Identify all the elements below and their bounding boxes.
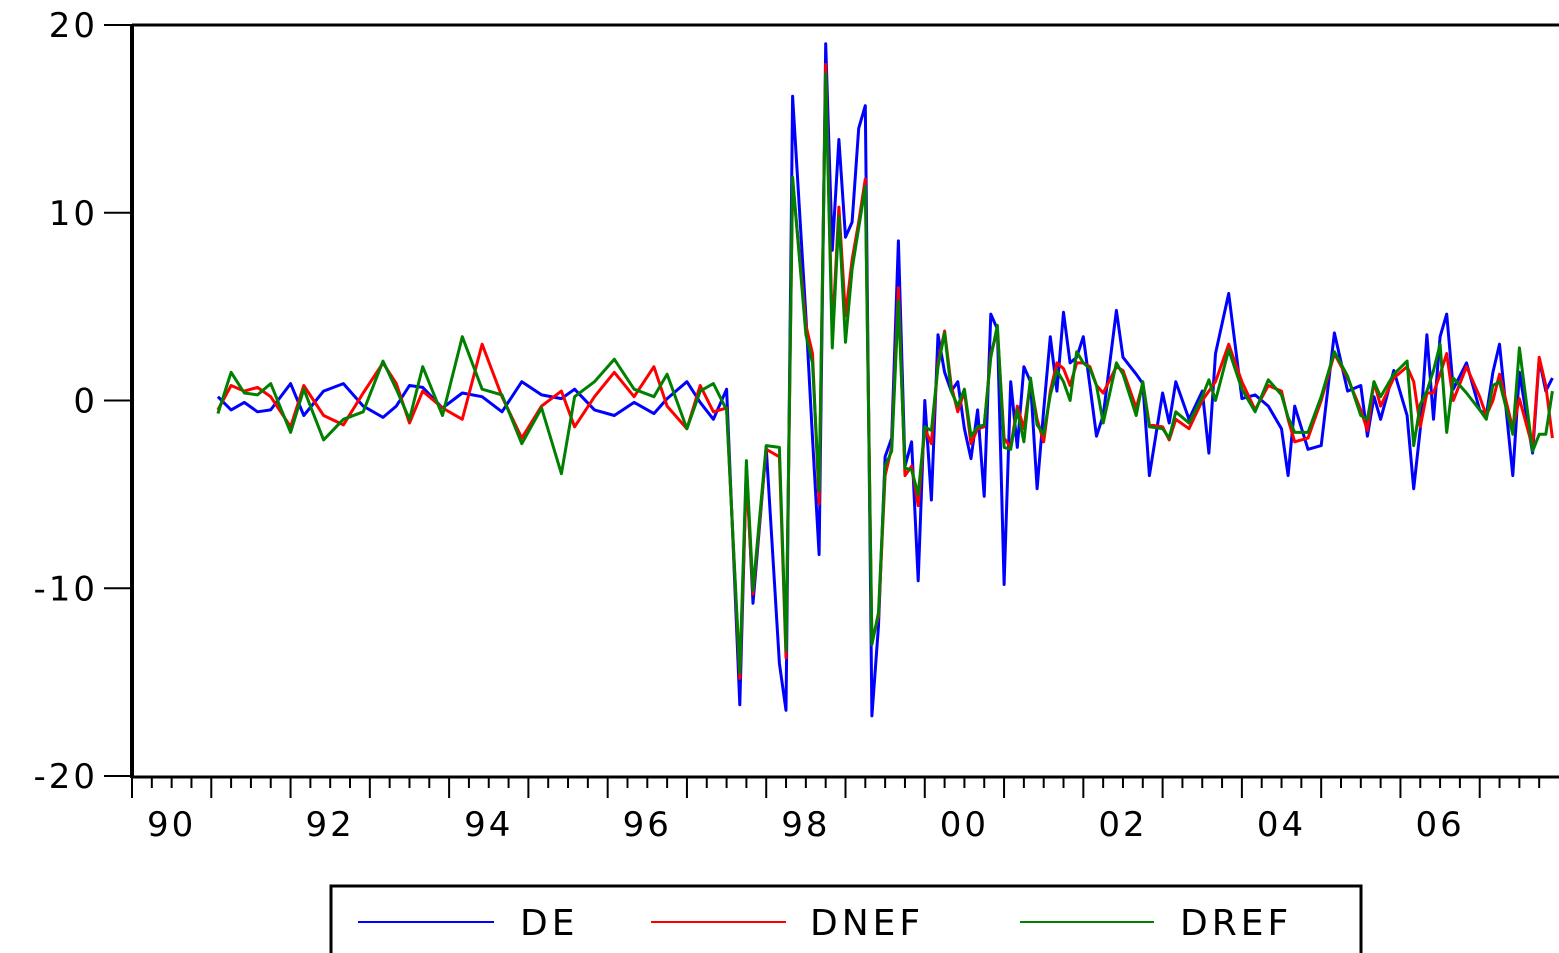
x-axis: 90 92 94 96 98 00 02 04 06 [131,776,1541,845]
series-line-dnef [216,62,1554,680]
series-layer [216,42,1554,718]
x-tick-label: 06 [1415,805,1464,845]
x-tick-label: 00 [940,805,989,845]
plot-frame [130,23,1559,779]
series-line-dref [216,72,1554,675]
legend-label-dnef: DNEF [810,903,924,944]
x-tick-label: 94 [464,805,513,845]
legend-label-dref: DREF [1180,903,1292,944]
y-tick-label: 10 [49,194,98,234]
x-tick-label: 04 [1257,805,1306,845]
y-tick-label: 20 [49,6,98,46]
x-tick-label: 02 [1098,805,1147,845]
legend-label-de: DE [520,903,578,944]
x-tick-label: 90 [147,805,196,845]
y-axis: 20 10 0 -10 -20 [33,6,132,797]
y-tick-label: -10 [33,569,98,609]
x-tick-label: 92 [306,805,355,845]
y-tick-label: 0 [73,382,98,422]
legend-box [329,884,1363,953]
y-tick-label: -20 [33,757,98,797]
legend: DE DNEF DREF [329,884,1363,953]
x-tick-label: 98 [781,805,830,845]
x-tick-label: 96 [623,805,672,845]
